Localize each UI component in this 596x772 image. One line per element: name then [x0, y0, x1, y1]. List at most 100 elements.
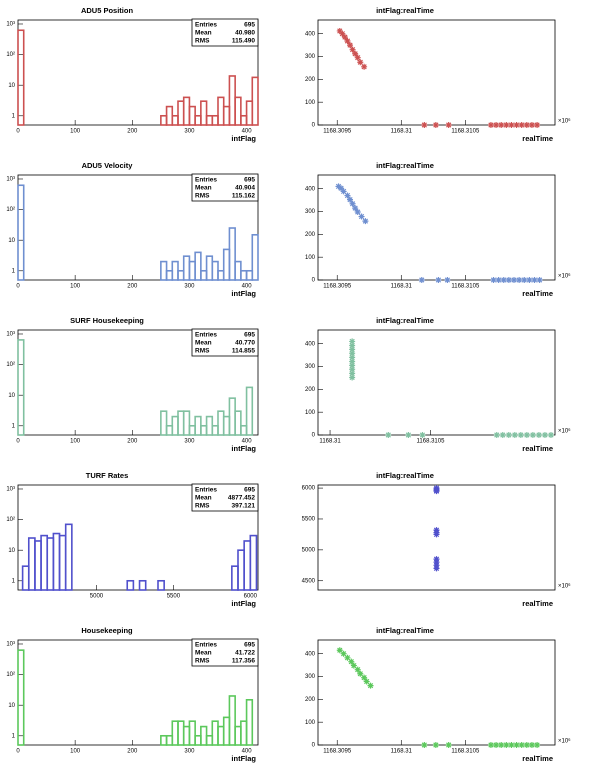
histogram-bin — [200, 725, 208, 746]
y-tick-label: 10 — [8, 83, 15, 89]
scatter-point — [358, 213, 365, 220]
histogram-bin — [188, 105, 196, 126]
scatter-point — [344, 192, 351, 199]
scatter-point — [419, 432, 426, 438]
stats-label: RMS — [195, 38, 210, 45]
x-exponent: ×10⁶ — [558, 273, 571, 280]
histogram-bin — [188, 720, 196, 746]
scatter-point — [352, 50, 359, 57]
scatter-point — [340, 188, 347, 195]
y-tick-label: 10² — [6, 207, 15, 213]
stats-value: 117.356 — [232, 658, 256, 665]
x-tick-label: 1168.3105 — [417, 439, 446, 445]
x-tick-label: 0 — [16, 749, 20, 755]
x-tick-label: 100 — [70, 284, 81, 290]
y-tick-label: 10² — [6, 362, 15, 368]
scatter-point — [361, 674, 368, 681]
x-tick-label: 300 — [184, 129, 195, 135]
histogram-bin — [171, 720, 179, 746]
histogram-bin — [58, 534, 67, 591]
y-tick-label: 1 — [12, 268, 16, 274]
x-tick-label: 1168.31 — [391, 284, 413, 290]
histogram-bin — [177, 100, 185, 126]
histogram-bin — [217, 269, 225, 281]
histogram-bin — [160, 260, 168, 281]
x-tick-label: 1168.3105 — [451, 129, 480, 135]
scatter-point — [336, 27, 343, 34]
y-tick-label: 200 — [305, 232, 316, 238]
x-tick-label: 200 — [127, 439, 138, 445]
scatter-point — [505, 432, 512, 438]
stats-value: 115.162 — [232, 193, 256, 200]
chart-title: Housekeeping — [81, 626, 133, 635]
x-tick-label: 6000 — [244, 594, 258, 600]
plot-frame — [317, 174, 556, 281]
scatter-point — [513, 742, 520, 748]
histogram-bin — [182, 410, 191, 436]
scatter-point — [341, 34, 348, 41]
scatter-point — [433, 531, 440, 538]
scatter-point — [500, 277, 507, 283]
histogram-bin — [165, 424, 174, 436]
scatter-point — [503, 742, 510, 748]
scatter-point — [516, 277, 523, 283]
histogram-bin — [240, 269, 248, 281]
histogram-bin — [228, 397, 236, 436]
stats-label: Entries — [195, 177, 217, 184]
histogram-bin — [245, 100, 254, 126]
histogram-bin — [188, 260, 196, 281]
y-tick-label: 1 — [12, 113, 16, 119]
scatter-point — [349, 338, 356, 345]
scatter-point — [518, 122, 525, 128]
histogram-bin — [234, 410, 242, 436]
x-axis-label: realTime — [522, 134, 553, 143]
scatter-point — [349, 346, 356, 353]
x-axis-label: realTime — [522, 599, 553, 608]
y-tick-label: 300 — [305, 364, 316, 370]
histogram-bin — [27, 537, 36, 591]
scatter-point — [490, 277, 497, 283]
histogram-bin — [52, 532, 61, 591]
histogram-bin — [194, 114, 202, 126]
stats-label: RMS — [195, 503, 210, 510]
scatter-point — [363, 678, 370, 685]
histogram-bin — [188, 424, 196, 436]
histogram-bin — [240, 424, 248, 436]
y-tick-label: 200 — [305, 697, 316, 703]
histogram-bin — [182, 96, 191, 126]
y-tick-label: 400 — [305, 341, 316, 347]
y-tick-label: 10 — [8, 393, 15, 399]
x-tick-label: 1168.3095 — [323, 284, 352, 290]
stats-label: Entries — [195, 642, 217, 649]
x-exponent: ×10⁶ — [558, 738, 571, 745]
histogram-bin — [177, 269, 185, 281]
histogram-bin — [222, 415, 231, 436]
y-tick-label: 400 — [305, 651, 316, 657]
x-exponent: ×10⁶ — [558, 118, 571, 125]
scatter-point — [340, 650, 347, 657]
stats-label: Entries — [195, 332, 217, 339]
histogram-bin — [211, 424, 219, 436]
scatter-point — [362, 218, 369, 225]
scatter-point — [339, 30, 346, 37]
histogram-bin — [171, 415, 179, 436]
histogram-bin — [245, 698, 254, 746]
histogram-bin — [194, 251, 202, 281]
scatter-point — [344, 38, 351, 44]
y-tick-label: 10³ — [6, 22, 15, 28]
histogram-bin — [17, 649, 25, 746]
histogram-bin — [205, 734, 214, 746]
histogram-bin — [157, 579, 165, 591]
x-axis-label: intFlag — [231, 289, 256, 298]
stats-label: Mean — [195, 650, 212, 657]
scatter-point — [541, 432, 548, 438]
y-tick-label: 10² — [6, 52, 15, 58]
histogram-bin — [234, 260, 242, 281]
histogram-bin — [211, 114, 219, 126]
x-axis-label: realTime — [522, 444, 553, 453]
scatter-point — [336, 647, 343, 654]
stats-value: 695 — [244, 487, 255, 494]
x-tick-label: 300 — [184, 749, 195, 755]
x-tick-label: 200 — [127, 284, 138, 290]
